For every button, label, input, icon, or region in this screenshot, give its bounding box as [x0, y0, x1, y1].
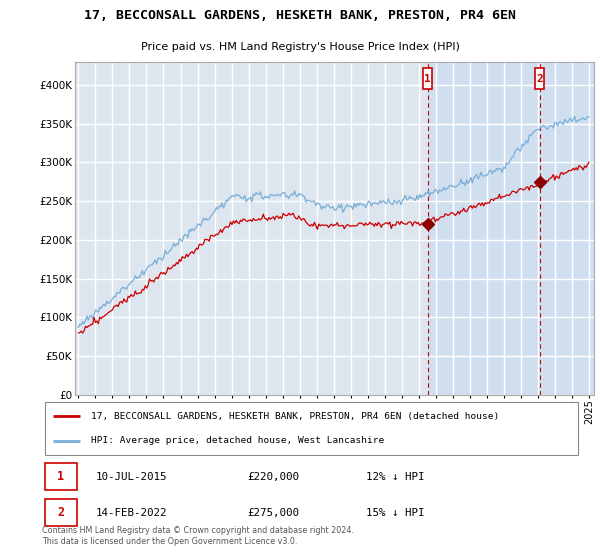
Bar — [428, 62, 600, 395]
Text: 17, BECCONSALL GARDENS, HESKETH BANK, PRESTON, PR4 6EN (detached house): 17, BECCONSALL GARDENS, HESKETH BANK, PR… — [91, 412, 499, 421]
Text: Contains HM Land Registry data © Crown copyright and database right 2024.
This d: Contains HM Land Registry data © Crown c… — [42, 526, 354, 546]
FancyBboxPatch shape — [45, 499, 77, 526]
FancyBboxPatch shape — [535, 68, 544, 90]
Text: 17, BECCONSALL GARDENS, HESKETH BANK, PRESTON, PR4 6EN: 17, BECCONSALL GARDENS, HESKETH BANK, PR… — [84, 9, 516, 22]
Text: 2: 2 — [536, 74, 543, 83]
Text: 1: 1 — [424, 74, 431, 83]
FancyBboxPatch shape — [45, 402, 578, 455]
Text: 10-JUL-2015: 10-JUL-2015 — [96, 472, 167, 482]
Text: £275,000: £275,000 — [247, 508, 299, 517]
Text: 14-FEB-2022: 14-FEB-2022 — [96, 508, 167, 517]
FancyBboxPatch shape — [45, 463, 77, 491]
FancyBboxPatch shape — [424, 68, 432, 90]
Text: 1: 1 — [58, 470, 64, 483]
Text: HPI: Average price, detached house, West Lancashire: HPI: Average price, detached house, West… — [91, 436, 384, 445]
Text: 2: 2 — [58, 506, 64, 519]
Text: 15% ↓ HPI: 15% ↓ HPI — [366, 508, 425, 517]
Text: Price paid vs. HM Land Registry's House Price Index (HPI): Price paid vs. HM Land Registry's House … — [140, 43, 460, 52]
Text: 12% ↓ HPI: 12% ↓ HPI — [366, 472, 425, 482]
Text: £220,000: £220,000 — [247, 472, 299, 482]
